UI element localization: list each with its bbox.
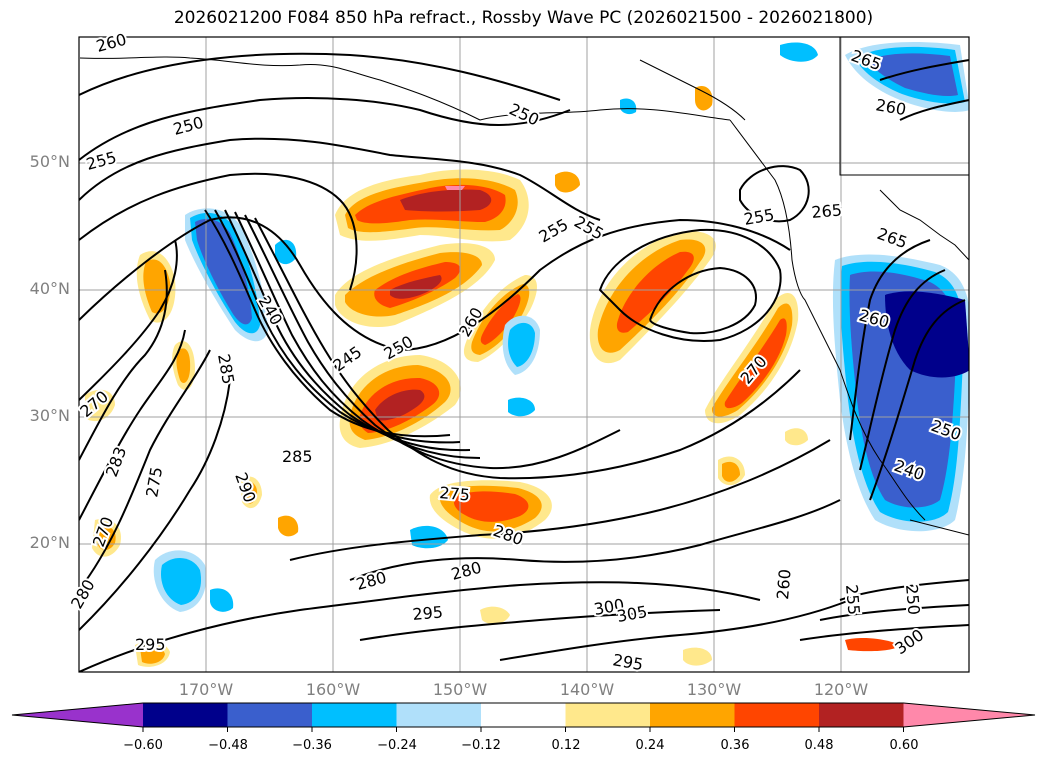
positive-anomaly-region [140, 645, 165, 664]
positive-anomaly-region [400, 189, 492, 212]
positive-anomaly-region [453, 491, 529, 522]
contour-label-halo: 260 [874, 95, 907, 119]
contour-label-halo: 295 [135, 635, 166, 654]
colorbar-segment [143, 703, 228, 727]
contour-label: 265 [811, 200, 843, 222]
positive-anomaly-region [695, 85, 713, 111]
negative-anomaly-region [868, 53, 958, 97]
positive-anomaly-region [480, 294, 521, 345]
colorbar-tick-label: −0.24 [377, 738, 417, 753]
negative-anomaly-region [620, 98, 637, 115]
colorbar-tick-label: 0.60 [889, 738, 919, 753]
colorbar-tick-label: −0.60 [123, 738, 163, 753]
negative-anomaly-region [410, 525, 448, 549]
negative-anomaly-region [195, 218, 252, 325]
contour-label: 260 [773, 568, 795, 600]
positive-anomaly-region [724, 318, 787, 409]
lat-label: 20°N [29, 533, 70, 552]
lon-label: 150°W [432, 680, 488, 699]
negative-anomaly-region [508, 397, 535, 417]
negative-anomaly-region [210, 588, 234, 612]
colorbar-tick-label: 0.36 [720, 738, 750, 753]
colorbar-segment [565, 703, 651, 727]
lat-label: 30°N [29, 406, 70, 425]
colorbar-extension-low [12, 703, 143, 727]
lon-label: 160°W [305, 680, 361, 699]
contour-label-halo: 285 [282, 447, 313, 466]
positive-anomaly-region [143, 259, 171, 314]
colorbar-segment [227, 703, 313, 727]
positive-anomaly-region [390, 275, 442, 299]
positive-anomaly-region [176, 348, 191, 383]
negative-anomaly-region [508, 322, 535, 367]
colorbar-segment [734, 703, 820, 727]
colorbar-tick-label: −0.36 [292, 738, 332, 753]
contour-label: 295 [412, 602, 444, 624]
contour-label: 275 [439, 483, 471, 505]
contour-lines [79, 52, 969, 672]
negative-anomaly-region [275, 239, 297, 265]
positive-anomaly-region [845, 637, 900, 652]
colorbar-tick-label: −0.48 [208, 738, 248, 753]
positive-anomaly-region [711, 303, 793, 417]
positive-anomaly-region [555, 171, 580, 193]
colorbar-tick-label: −0.12 [461, 738, 501, 753]
colorbar-segment [481, 703, 566, 727]
negative-anomaly-region [160, 557, 202, 605]
positive-anomaly-region [480, 606, 510, 625]
lat-label: 40°N [29, 279, 70, 298]
colorbar-tick-label: 0.48 [804, 738, 834, 753]
contour-label: 250 [902, 584, 924, 616]
positive-anomaly-region [244, 482, 258, 504]
negative-anomaly-region [780, 42, 818, 62]
colorbar-segment [312, 703, 397, 727]
lon-label: 120°W [813, 680, 869, 699]
positive-anomaly-region [278, 515, 299, 537]
lon-label: 170°W [178, 680, 234, 699]
colorbar-segment [819, 703, 904, 727]
contour-label: 285 [282, 447, 313, 466]
lon-label: 130°W [686, 680, 742, 699]
contour-label-halo: 285 [214, 352, 238, 385]
contour-label: 255 [842, 584, 864, 616]
colorbar-segment [650, 703, 735, 727]
coastlines [79, 37, 969, 536]
lat-label: 50°N [29, 152, 70, 171]
map-title: 2026021200 F084 850 hPa refract., Rossby… [173, 8, 874, 28]
positive-anomaly-region [85, 389, 115, 422]
positive-anomaly-region [683, 647, 712, 666]
positive-anomaly-region [445, 186, 465, 190]
lon-label: 140°W [559, 680, 615, 699]
positive-anomaly-region [722, 461, 740, 482]
colorbar-tick-label: 0.24 [635, 738, 665, 753]
graticule [79, 37, 969, 672]
positive-anomaly-region [616, 251, 694, 333]
map-border [78, 36, 970, 673]
positive-anomaly-region [375, 389, 425, 421]
colorbar-segment [396, 703, 482, 727]
colorbar-tick-label: 0.12 [551, 738, 581, 753]
positive-anomaly-region [785, 428, 808, 446]
contour-label-halo: 250 [902, 584, 924, 616]
contour-label-halo: 255 [742, 205, 775, 229]
colorbar-extension-high [903, 703, 1035, 727]
colorbar [11, 702, 1036, 732]
contour-label: 295 [135, 635, 166, 654]
